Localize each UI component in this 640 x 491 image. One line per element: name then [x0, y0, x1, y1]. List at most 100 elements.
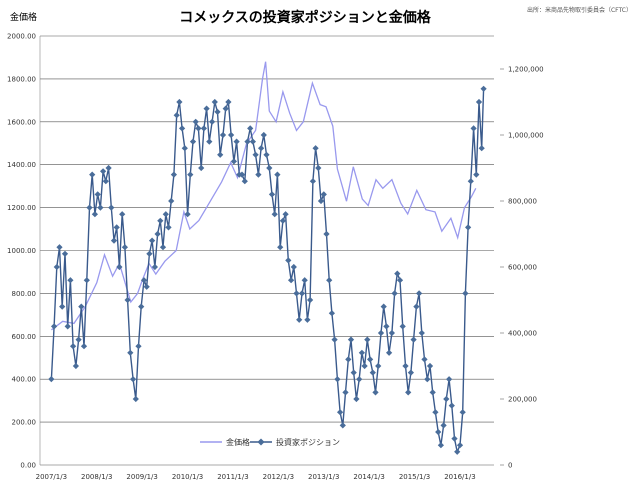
position-marker [361, 362, 368, 370]
right-tick-label: 1,000,000 [508, 132, 544, 140]
legend: 金価格 投資家ポジション [200, 437, 340, 447]
position-marker [317, 197, 325, 205]
position-marker [195, 125, 202, 132]
position-marker [405, 389, 412, 396]
position-marker [173, 112, 180, 119]
position-marker [61, 250, 69, 257]
position-marker [326, 277, 333, 284]
right-tick-label: 200,000 [508, 396, 537, 404]
left-tick-label: 1200.00 [7, 204, 36, 212]
position-marker [113, 224, 120, 231]
position-marker [388, 329, 396, 337]
position-marker [99, 168, 107, 175]
position-marker [296, 316, 303, 323]
left-tick-label: 200.00 [12, 419, 37, 427]
position-marker [94, 191, 101, 198]
position-marker [385, 349, 393, 356]
position-marker [64, 323, 71, 330]
position-marker [257, 145, 265, 152]
position-marker [364, 336, 371, 343]
position-marker [353, 395, 360, 403]
position-marker [227, 131, 235, 139]
x-tick-label: 2010/1/3 [172, 473, 203, 481]
position-marker [464, 224, 472, 231]
position-marker [110, 237, 118, 244]
position-marker [301, 277, 308, 284]
position-marker [50, 323, 58, 330]
x-tick-label: 2012/1/3 [263, 473, 294, 481]
left-tick-label: 800.00 [12, 290, 37, 298]
position-marker [421, 356, 428, 363]
x-tick-label: 2016/1/3 [444, 473, 475, 481]
position-marker [342, 389, 349, 396]
position-marker [377, 329, 385, 337]
position-marker [437, 442, 445, 449]
position-marker [456, 442, 464, 449]
position-marker [410, 336, 417, 343]
position-marker [396, 277, 404, 284]
position-marker [157, 217, 164, 224]
left-tick-label: 400.00 [12, 376, 37, 384]
position-marker [200, 125, 208, 132]
right-tick-label: 800,000 [508, 198, 537, 206]
left-tick-label: 1400.00 [7, 161, 36, 169]
right-tick-label: 600,000 [508, 264, 537, 272]
position-marker [266, 164, 273, 172]
x-tick-label: 2015/1/3 [399, 473, 430, 481]
position-marker [287, 277, 295, 284]
left-tick-label: 1800.00 [7, 75, 36, 83]
position-marker [298, 290, 306, 297]
position-marker [399, 323, 406, 330]
position-marker [312, 145, 319, 152]
right-axis-ticks: 0 200,000 400,000 600,000 800,000 1,000,000 1,… [500, 66, 544, 470]
position-marker [350, 369, 357, 376]
position-marker [225, 98, 232, 106]
position-marker [80, 343, 88, 350]
position-marker [67, 277, 74, 284]
right-tick-label: 400,000 [508, 330, 537, 338]
position-marker [391, 290, 398, 297]
position-marker [143, 283, 150, 290]
left-axis-ticks: 0.00 200.00 400.00 600.00 800.00 1000.00 1200.… [7, 33, 36, 470]
position-marker [249, 138, 257, 145]
position-marker [274, 171, 281, 178]
position-marker [247, 125, 254, 132]
x-tick-label: 2011/1/3 [217, 473, 248, 481]
position-marker [69, 343, 77, 350]
position-marker [383, 323, 390, 330]
position-marker [83, 277, 90, 284]
right-tick-label: 0 [508, 462, 512, 470]
position-marker [72, 362, 80, 370]
position-marker [394, 270, 401, 277]
position-marker [478, 145, 485, 152]
position-marker [241, 178, 248, 185]
position-marker [230, 158, 238, 165]
x-tick-label: 2009/1/3 [126, 473, 157, 481]
left-tick-label: 0.00 [20, 462, 36, 470]
position-marker [315, 164, 322, 172]
position-marker [255, 171, 262, 178]
legend-gold-label: 金価格 [226, 437, 250, 447]
position-marker [189, 138, 197, 145]
position-marker [127, 349, 134, 356]
position-marker [454, 448, 461, 455]
position-marker [132, 395, 139, 403]
position-marker [129, 376, 137, 383]
position-marker [75, 336, 82, 343]
left-axis-label: 金価格 [10, 11, 37, 23]
position-marker [176, 98, 183, 106]
position-marker [462, 290, 469, 297]
position-marker [206, 138, 213, 145]
position-marker [222, 105, 229, 112]
position-marker [470, 125, 477, 132]
x-tick-label: 2007/1/3 [36, 473, 67, 481]
position-marker [480, 85, 487, 92]
position-marker [187, 171, 194, 178]
position-marker [203, 105, 210, 112]
position-marker [426, 362, 434, 370]
position-marker [165, 224, 172, 231]
left-tick-label: 2000.00 [7, 33, 36, 41]
position-marker [268, 191, 276, 198]
position-marker [473, 171, 480, 178]
